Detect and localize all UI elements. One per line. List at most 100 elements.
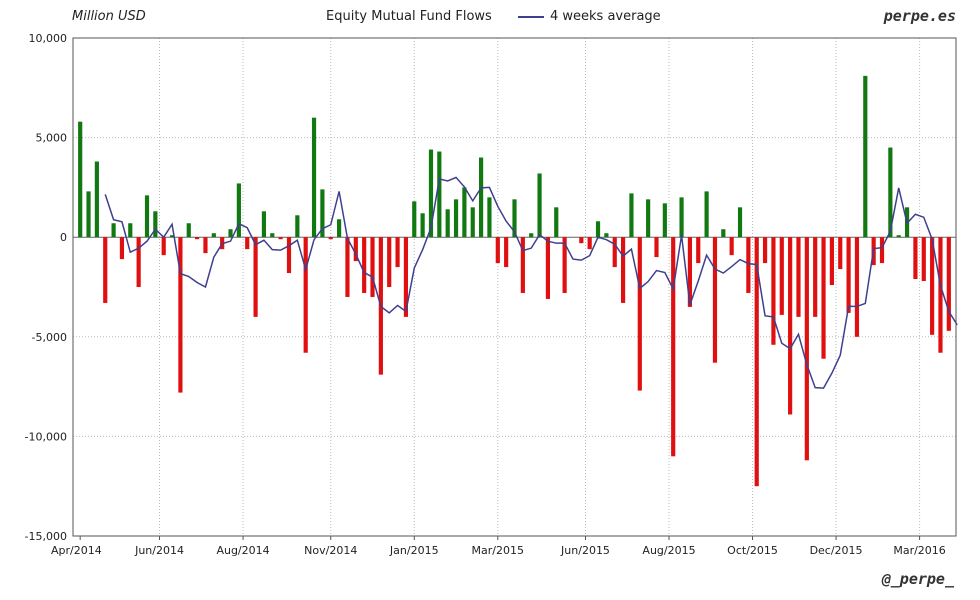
bar-inflow <box>86 191 91 238</box>
y-tick-label: -10,000 <box>25 430 67 443</box>
bar-outflow <box>687 237 692 307</box>
y-tick-label: 5,000 <box>36 132 68 145</box>
bar-outflow <box>946 237 951 331</box>
bar-inflow <box>487 197 492 238</box>
bar-outflow <box>178 237 183 393</box>
bar-inflow <box>737 207 743 238</box>
bar-inflow <box>270 233 275 238</box>
bar-inflow <box>320 189 325 238</box>
bar-outflow <box>253 237 258 317</box>
bar-outflow <box>712 237 718 363</box>
legend-label: 4 weeks average <box>550 9 661 24</box>
x-tick-label: Jan/2015 <box>389 544 439 557</box>
bar-outflow <box>403 237 409 317</box>
bar-outflow <box>804 237 809 461</box>
bar-inflow <box>295 215 300 238</box>
bar-inflow <box>311 117 317 238</box>
bar-outflow <box>362 237 367 293</box>
bar-inflow <box>863 75 868 238</box>
bar-outflow <box>562 237 567 293</box>
bar-outflow <box>729 237 734 256</box>
bar-outflow <box>754 237 759 487</box>
x-tick-label: Mar/2016 <box>893 544 945 557</box>
bar-outflow <box>854 237 860 337</box>
x-tick-label: Mar/2015 <box>472 544 524 557</box>
bar-inflow <box>437 151 442 238</box>
bar-inflow <box>537 173 542 238</box>
bar-outflow <box>579 237 584 244</box>
bar-inflow <box>896 235 901 238</box>
bar-outflow <box>136 237 141 287</box>
bar-outflow <box>879 237 885 264</box>
bar-inflow <box>470 207 475 238</box>
x-tick-label: Jun/2014 <box>134 544 184 557</box>
bar-inflow <box>554 207 559 238</box>
brand-logo: perpe.es <box>883 7 956 25</box>
legend-line-swatch <box>518 15 544 18</box>
x-tick-label: Jun/2015 <box>560 544 610 557</box>
bar-outflow <box>245 237 250 250</box>
bar-outflow <box>921 237 926 282</box>
bar-outflow <box>161 237 166 256</box>
bar-inflow <box>445 209 450 238</box>
bar-outflow <box>671 237 676 457</box>
bar-inflow <box>462 187 467 238</box>
bar-inflow <box>236 183 241 238</box>
bar-inflow <box>529 233 534 238</box>
bar-inflow <box>337 219 342 238</box>
bar-inflow <box>662 203 667 238</box>
bar-outflow <box>771 237 776 345</box>
bar-outflow <box>119 237 125 260</box>
bar-outflow <box>654 237 659 258</box>
x-tick-label: Aug/2014 <box>216 544 269 557</box>
bar-inflow <box>595 221 601 238</box>
four-week-average-line <box>104 176 958 389</box>
bar-outflow <box>829 237 834 286</box>
bar-outflow <box>620 237 626 303</box>
bar-outflow <box>637 237 642 391</box>
bar-inflow <box>888 147 893 238</box>
bar-outflow <box>370 237 375 297</box>
bar-inflow <box>94 161 99 238</box>
x-tick-label: Oct/2015 <box>727 544 778 557</box>
bar-outflow <box>913 237 918 280</box>
bar-outflow <box>838 237 843 270</box>
bar-inflow <box>646 199 651 238</box>
x-tick-label: Dec/2015 <box>810 544 863 557</box>
bar-outflow <box>286 237 292 274</box>
legend: 4 weeks average <box>518 9 661 24</box>
bar-outflow <box>587 237 592 250</box>
bar-inflow <box>512 199 517 238</box>
bar-outflow <box>930 237 935 335</box>
bar-inflow <box>420 213 425 238</box>
plot-frame <box>72 37 957 537</box>
bar-outflow <box>520 237 525 293</box>
bar-outflow <box>545 237 550 299</box>
x-axis-ticks: Apr/2014 Jun/2014 Aug/2014 Nov/2014 Jan/2015… <box>51 536 946 557</box>
bar-inflow <box>604 233 609 238</box>
bar-inflow <box>228 229 233 238</box>
bar-inflow <box>428 149 434 238</box>
bar-outflow <box>612 237 617 268</box>
bar-outflow <box>195 237 200 240</box>
bar-inflow <box>153 211 158 238</box>
x-tick-label: Apr/2014 <box>51 544 102 557</box>
chart-title: Equity Mutual Fund Flows <box>326 9 492 24</box>
bar-inflow <box>479 157 484 238</box>
bar-inflow <box>111 223 116 238</box>
bar-outflow <box>938 237 943 353</box>
y-tick-label: -5,000 <box>32 331 67 344</box>
bar-outflow <box>395 237 400 268</box>
bar-outflow <box>495 237 500 264</box>
bar-outflow <box>387 237 392 287</box>
y-tick-label: 10,000 <box>29 32 68 45</box>
bar-inflow <box>679 197 684 238</box>
bars <box>78 75 951 487</box>
bar-inflow <box>412 201 417 238</box>
bar-outflow <box>762 237 768 264</box>
bar-inflow <box>704 191 709 238</box>
bar-inflow <box>186 223 191 238</box>
y-tick-label: 0 <box>60 231 67 244</box>
bar-outflow <box>821 237 826 359</box>
